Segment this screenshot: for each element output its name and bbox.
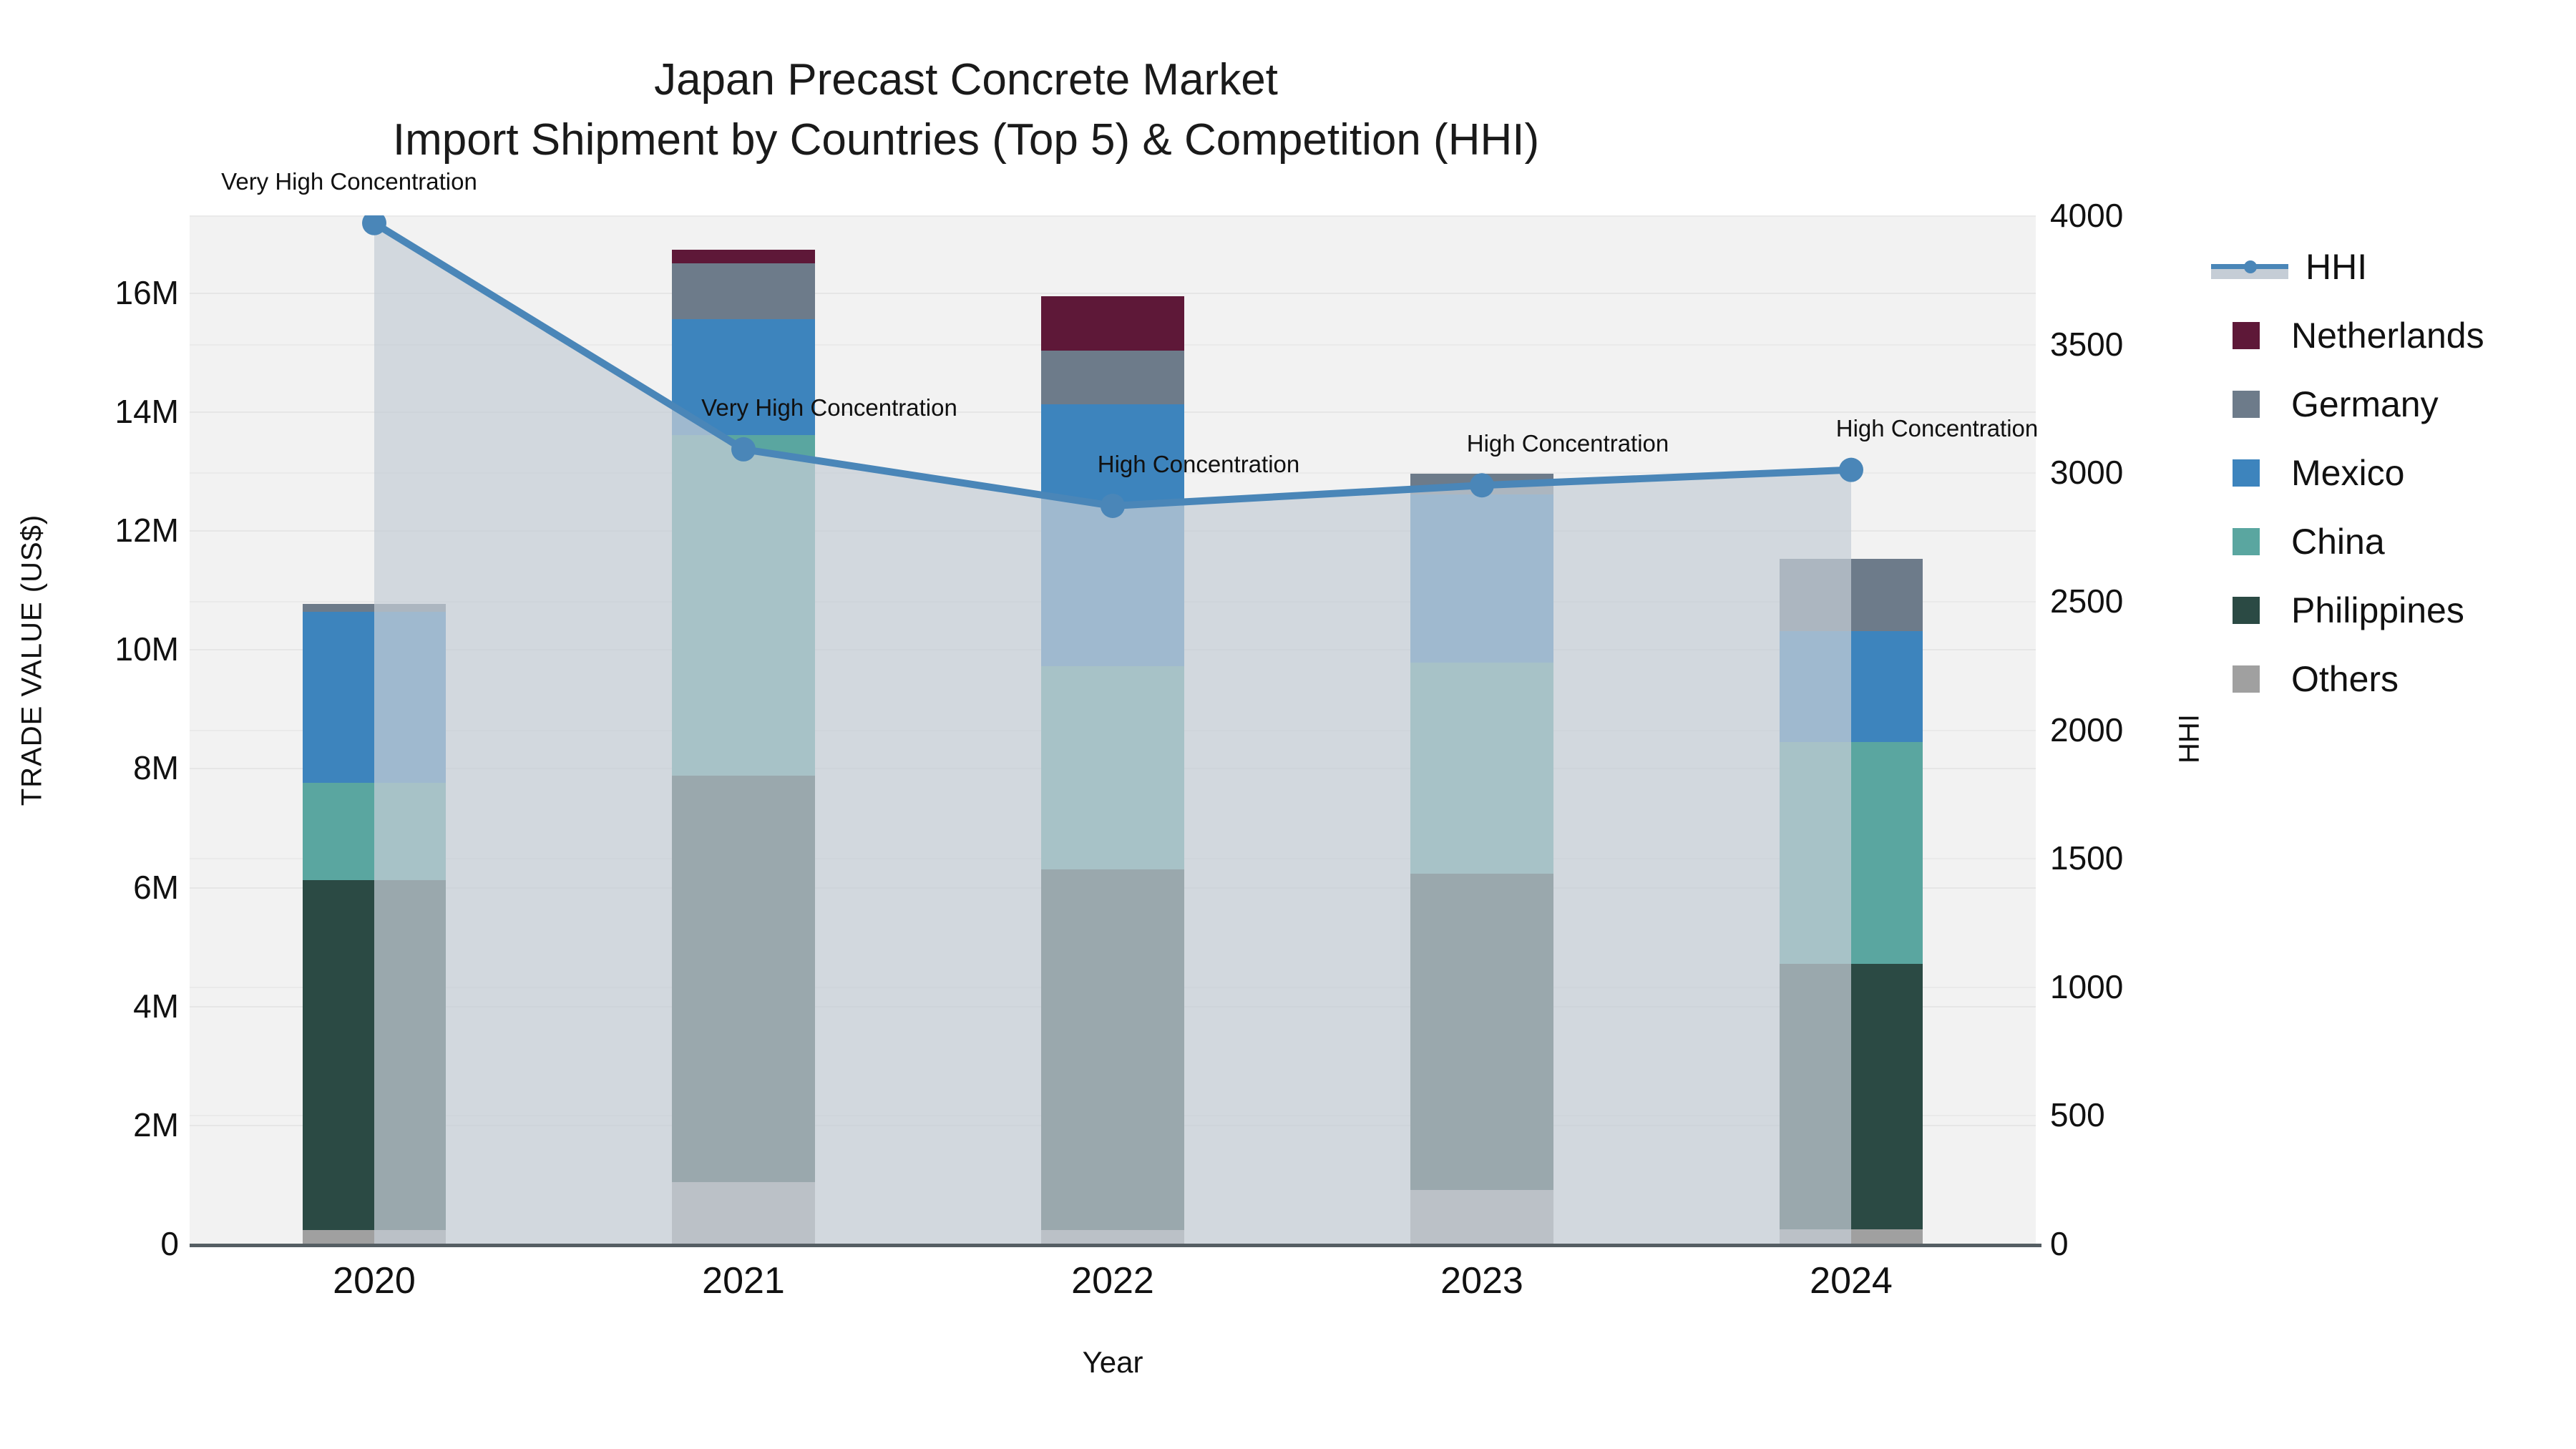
y-axis-left: 0 2M 4M 6M 8M 10M 12M 14M 16M <box>0 0 179 1449</box>
legend: HHI Netherlands Germany Mexico China Philippi… <box>2211 233 2576 713</box>
legend-label-others: Others <box>2291 659 2399 699</box>
legend-label-hhi: HHI <box>2306 247 2368 287</box>
x-tick-2023[interactable]: 2023 <box>1440 1260 1523 1302</box>
y-tick-2M: 2M <box>133 1106 179 1143</box>
y-tick-10M: 10M <box>114 630 179 668</box>
x-tick-2020[interactable]: 2020 <box>333 1260 416 1302</box>
legend-area-swatch <box>2211 269 2288 279</box>
legend-swatch-germany <box>2233 391 2260 418</box>
y2-tick-500: 500 <box>2050 1096 2105 1134</box>
y2-tick-0: 0 <box>2050 1225 2069 1262</box>
legend-swatch-others <box>2233 665 2260 693</box>
bar-segment-germany-2021[interactable] <box>672 263 815 319</box>
legend-swatch-philippines <box>2233 597 2260 624</box>
legend-swatch-netherlands <box>2233 322 2260 349</box>
legend-label-mexico: Mexico <box>2291 453 2405 493</box>
legend-label-philippines: Philippines <box>2291 590 2464 630</box>
y2-tick-1000: 1000 <box>2050 967 2124 1005</box>
x-tick-2022[interactable]: 2022 <box>1071 1260 1154 1302</box>
legend-item-hhi[interactable]: HHI <box>2211 233 2576 301</box>
hhi-marker-2023[interactable] <box>1470 473 1494 498</box>
hhi-marker-2024[interactable] <box>1839 457 1863 482</box>
x-tick-2024[interactable]: 2024 <box>1810 1260 1893 1302</box>
y-tick-6M: 6M <box>133 868 179 906</box>
y-axis-left-label: TRADE VALUE (US$) <box>16 514 48 806</box>
chart-title: Japan Precast Concrete Market Import Shi… <box>0 50 1932 170</box>
legend-item-philippines[interactable]: Philippines <box>2211 576 2576 645</box>
legend-item-netherlands[interactable]: Netherlands <box>2211 301 2576 370</box>
legend-item-china[interactable]: China <box>2211 507 2576 576</box>
chart-title-line2: Import Shipment by Countries (Top 5) & C… <box>392 114 1540 165</box>
annotation-2020: Very High Concentration <box>221 167 477 195</box>
x-tick-2021[interactable]: 2021 <box>702 1260 785 1302</box>
bar-segment-netherlands-2022[interactable] <box>1041 296 1184 351</box>
legend-item-mexico[interactable]: Mexico <box>2211 439 2576 507</box>
legend-swatch-mexico <box>2233 459 2260 487</box>
gridline-y-16M <box>190 292 2036 294</box>
hhi-marker-2021[interactable] <box>731 436 756 462</box>
chart-title-line1: Japan Precast Concrete Market <box>654 55 1278 104</box>
bar-segment-netherlands-2021[interactable] <box>672 250 815 264</box>
x-axis-line <box>190 1244 2041 1247</box>
gridline-y2-4000 <box>190 215 2036 217</box>
y-tick-4M: 4M <box>133 987 179 1025</box>
y2-tick-4000: 4000 <box>2050 197 2124 234</box>
annotation-2021: Very High Concentration <box>701 394 957 421</box>
legend-dot-marker <box>2244 260 2257 273</box>
hhi-area-fill <box>374 223 1851 1244</box>
x-axis-label: Year <box>1082 1345 1143 1379</box>
y-tick-0: 0 <box>160 1225 179 1262</box>
y-axis-right: 0 500 1000 1500 2000 2500 3000 3500 4000 <box>2050 0 2265 1449</box>
y2-tick-3000: 3000 <box>2050 454 2124 492</box>
annotation-2022: High Concentration <box>1097 450 1300 477</box>
legend-label-china: China <box>2291 522 2385 562</box>
hhi-marker-2020[interactable] <box>362 215 386 235</box>
y-tick-14M: 14M <box>114 393 179 431</box>
legend-swatch-china <box>2233 528 2260 555</box>
y-tick-16M: 16M <box>114 273 179 311</box>
y-axis-right-label: HHI <box>2173 714 2205 763</box>
legend-line-marker <box>2211 253 2288 280</box>
legend-item-germany[interactable]: Germany <box>2211 370 2576 439</box>
y2-tick-2000: 2000 <box>2050 711 2124 748</box>
y-tick-8M: 8M <box>133 749 179 787</box>
y-tick-12M: 12M <box>114 512 179 550</box>
hhi-marker-2022[interactable] <box>1101 493 1125 518</box>
bar-segment-germany-2022[interactable] <box>1041 351 1184 405</box>
annotation-2023: High Concentration <box>1466 430 1669 457</box>
legend-label-germany: Germany <box>2291 384 2439 424</box>
hhi-overlay <box>362 215 1863 1244</box>
y2-tick-1500: 1500 <box>2050 839 2124 877</box>
bar-segment-mexico-2021[interactable] <box>672 318 815 436</box>
legend-item-others[interactable]: Others <box>2211 645 2576 713</box>
annotation-2024: High Concentration <box>1835 414 2039 441</box>
y2-tick-2500: 2500 <box>2050 582 2124 620</box>
legend-label-netherlands: Netherlands <box>2291 316 2484 356</box>
y2-tick-3500: 3500 <box>2050 325 2124 363</box>
